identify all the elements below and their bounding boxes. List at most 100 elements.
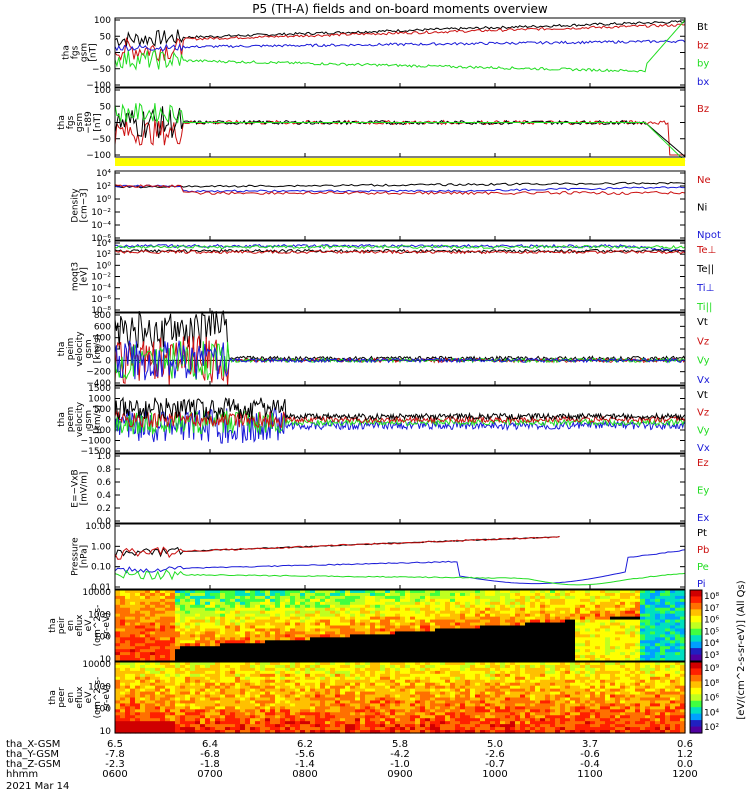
spec-cell — [315, 685, 321, 690]
spec-cell — [405, 655, 411, 659]
spec-cell — [115, 598, 121, 603]
spec-cell — [375, 670, 381, 675]
spec-cell — [435, 601, 441, 606]
spec-cell — [430, 622, 436, 627]
spec-cell — [185, 712, 191, 716]
spec-cell — [375, 700, 381, 705]
spec-cell — [290, 634, 296, 638]
spec-cell — [400, 658, 406, 662]
spec-cell — [645, 592, 651, 597]
spec-cell — [460, 649, 466, 653]
spec-cell — [215, 724, 221, 728]
spec-cell — [245, 688, 251, 693]
spec-cell — [660, 592, 666, 597]
spec-cell — [290, 625, 296, 630]
panel-ion-spec: thapeirenefluxeV(cm^2-s-sr-eV)1000010001… — [48, 588, 686, 665]
spec-cell — [290, 664, 296, 669]
spec-cell — [380, 631, 386, 635]
spec-cell — [505, 592, 511, 597]
spec-cell — [320, 676, 326, 681]
spec-cell — [285, 604, 291, 609]
spec-cell — [325, 715, 331, 719]
spec-cell — [185, 640, 191, 644]
spec-cell — [620, 640, 626, 644]
spec-cell — [230, 667, 236, 672]
spec-cell — [560, 652, 566, 656]
spec-cell — [205, 700, 211, 705]
spec-cell — [180, 706, 186, 710]
spec-cell — [230, 679, 236, 684]
spec-cell — [240, 688, 246, 693]
spec-cell — [285, 607, 291, 612]
spec-cell — [170, 712, 176, 716]
spec-cell — [485, 637, 491, 641]
spec-cell — [465, 715, 471, 719]
spec-cell — [555, 643, 561, 647]
spec-cell — [205, 631, 211, 635]
spec-cell — [590, 622, 596, 627]
spec-cell — [410, 631, 416, 635]
spec-cell — [220, 649, 226, 653]
spec-cell — [250, 631, 256, 635]
spec-cell — [395, 652, 401, 656]
spec-cell — [635, 643, 641, 647]
spec-cell — [650, 637, 656, 641]
spec-cell — [430, 652, 436, 656]
series-tipar — [114, 244, 686, 250]
spec-cell — [180, 610, 186, 615]
spec-cell — [345, 662, 351, 666]
spec-cell — [310, 679, 316, 684]
spec-cell — [640, 637, 646, 641]
ytick-label: 0.10 — [91, 563, 111, 573]
ylabel-line: sr-eV) — [102, 612, 112, 638]
spec-cell — [525, 598, 531, 603]
spec-cell — [200, 592, 206, 597]
spec-cell — [145, 655, 151, 659]
spec-cell — [645, 613, 651, 618]
spec-cell — [405, 643, 411, 647]
spec-cell — [490, 682, 496, 687]
spec-cell — [670, 658, 676, 662]
spec-cell — [600, 652, 606, 656]
spec-cell — [425, 724, 431, 728]
spec-cell — [205, 619, 211, 624]
spec-cell — [390, 613, 396, 618]
spec-cell — [505, 673, 511, 678]
spec-cell — [625, 652, 631, 656]
spec-cell — [370, 694, 376, 699]
series-tepar — [114, 248, 686, 254]
spec-cell — [290, 622, 296, 627]
spec-cell — [465, 590, 471, 594]
spec-cell — [515, 619, 521, 624]
spec-cell — [170, 646, 176, 650]
spec-cell — [345, 637, 351, 641]
spec-cell — [410, 601, 416, 606]
spec-cell — [510, 607, 516, 612]
spec-cell — [560, 598, 566, 603]
panel-ylabel: thapeemvelocitygsm[km/s] — [57, 401, 103, 437]
spec-cell — [665, 622, 671, 627]
spec-cell — [410, 706, 416, 710]
spec-cell — [335, 697, 341, 702]
spec-cell — [330, 682, 336, 687]
spec-cell — [680, 637, 686, 641]
spec-cell — [485, 691, 491, 696]
spec-cell — [215, 691, 221, 696]
series-vx — [114, 340, 686, 381]
spec-cell — [415, 682, 421, 687]
spec-cell — [475, 610, 481, 615]
spec-cell — [385, 607, 391, 612]
legend-vy: Vy — [697, 356, 710, 367]
spec-cell — [160, 616, 166, 621]
spec-cell — [310, 694, 316, 699]
spec-cell — [670, 590, 676, 594]
spec-cell — [680, 655, 686, 659]
spec-cell — [310, 691, 316, 696]
spec-cell — [495, 637, 501, 641]
spec-cell — [400, 631, 406, 635]
spec-cell — [135, 721, 141, 725]
spec-cell — [300, 607, 306, 612]
spec-cell — [330, 694, 336, 699]
spec-cell — [210, 662, 216, 666]
spec-cell — [565, 658, 571, 662]
